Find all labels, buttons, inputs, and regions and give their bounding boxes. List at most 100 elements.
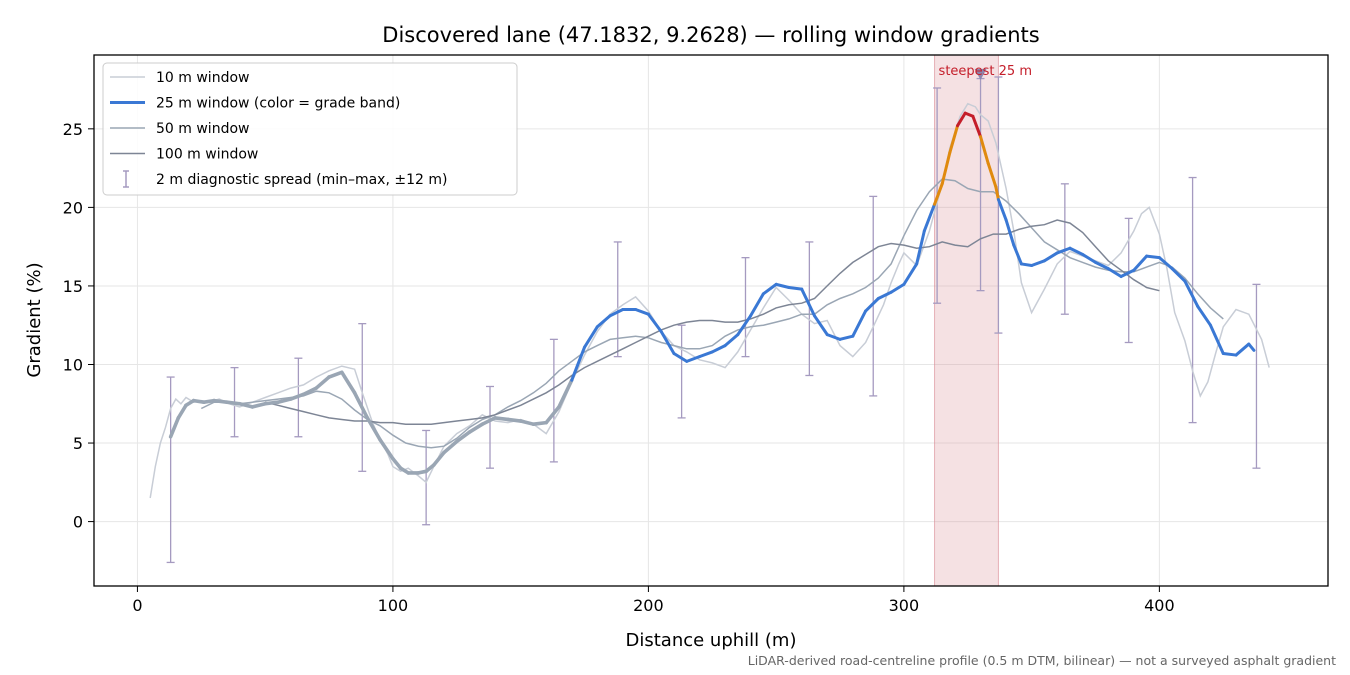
legend-label: 25 m window (color = grade band)	[156, 96, 400, 112]
series-25m-segment	[168, 416, 181, 439]
series-25m-segment	[915, 229, 926, 266]
series-25m-segment	[774, 282, 791, 290]
series-25m-segment	[467, 422, 485, 434]
x-tick-label: 400	[1144, 596, 1175, 615]
series-25m-segment	[1055, 246, 1072, 255]
series-25m-segment	[454, 430, 472, 444]
series-25m-segment	[518, 419, 536, 426]
series-25m-segment	[723, 333, 740, 348]
series-25m-segment	[365, 416, 382, 442]
series-25m-segment	[1068, 246, 1085, 257]
series-25m-segment	[493, 416, 510, 422]
series-25m-segment	[685, 355, 702, 363]
series-25m-segment	[761, 282, 778, 296]
y-tick-label: 15	[63, 277, 83, 296]
series-25m-segment	[301, 386, 319, 397]
series-25m-segment	[672, 351, 689, 363]
x-tick-label: 0	[132, 596, 142, 615]
series-25m-segment	[1042, 251, 1059, 263]
series-25m-segment	[595, 314, 612, 329]
series-25m-segment	[956, 111, 967, 128]
legend-label: 100 m window	[156, 147, 258, 163]
legend-label: 10 m window	[156, 70, 249, 86]
y-tick-label: 5	[73, 434, 83, 453]
x-axis-label: Distance uphill (m)	[626, 630, 797, 651]
series-25m-segment	[1234, 342, 1251, 357]
series-25m-segment	[557, 378, 574, 409]
series-25m-segment	[1132, 254, 1149, 272]
legend-label: 50 m window	[156, 121, 249, 137]
series-25m-segment	[749, 292, 765, 318]
series-25m-segment	[1012, 243, 1023, 266]
series-25m-segment	[352, 390, 370, 420]
series-25m-segment	[544, 405, 561, 425]
series-25m-segment	[864, 297, 880, 313]
series-25m-segment	[608, 308, 625, 318]
series-25m-segment	[1145, 254, 1161, 260]
series-25m-segment	[838, 334, 855, 341]
series-25m-segment	[176, 403, 188, 420]
legend-box	[102, 62, 518, 196]
x-tick-label: 200	[633, 596, 664, 615]
series-25m-segment	[237, 401, 255, 409]
series-25m-segment	[250, 401, 267, 409]
steepest-highlight-band	[934, 54, 999, 587]
x-tick-label: 300	[889, 596, 920, 615]
series-25m-segment	[1183, 279, 1200, 308]
series-25m-segment	[1094, 260, 1110, 271]
series-25m-segment	[889, 282, 906, 294]
series-25m-segment	[710, 344, 727, 354]
series-25m-segment	[634, 308, 650, 316]
highlight-marker	[974, 68, 987, 80]
series-25m-segment	[1170, 267, 1187, 283]
legend-label: 2 m diagnostic spread (min–max, ±12 m)	[156, 172, 447, 188]
series-25m-segment	[391, 456, 403, 470]
series-25m-segment	[1030, 259, 1046, 268]
series-25m-segment	[480, 416, 497, 426]
series-25m-segment	[276, 397, 293, 404]
series-25m-segment	[288, 392, 306, 401]
series-25m-segment	[736, 314, 753, 337]
series-25m-segment	[979, 135, 990, 165]
series-25m-segment	[971, 114, 983, 139]
series-25m-segment	[531, 420, 549, 426]
series-25m-segment	[787, 286, 804, 291]
series-25m-segment	[902, 262, 919, 286]
series-25m-segment	[922, 202, 937, 233]
y-axis: 0 5 10 15 20 25	[63, 120, 94, 532]
footnote: LiDAR-derived road-centreline profile (0…	[748, 653, 1336, 668]
series-25m-segment	[263, 400, 280, 406]
series-25m-segment	[1119, 268, 1136, 279]
series-25m-segment	[1004, 218, 1016, 247]
series-25m-segment	[340, 370, 357, 395]
series-25m-segment	[583, 325, 599, 349]
y-tick-label: 20	[63, 198, 83, 217]
series-25m-segment	[570, 345, 587, 382]
y-axis-label: Gradient (%)	[24, 262, 45, 377]
x-tick-label: 100	[378, 596, 409, 615]
series-25m-segment	[1247, 342, 1256, 352]
series-25m-segment	[948, 124, 960, 154]
x-axis: 0 100 200 300 400	[132, 586, 1175, 615]
series-25m-segment	[1208, 323, 1225, 355]
series-25m-segment	[506, 417, 523, 423]
series-25m-segment	[1221, 351, 1238, 357]
series-25m-segment	[812, 314, 829, 337]
series-25m-segment	[314, 375, 331, 390]
series-25m-segment	[996, 198, 1008, 222]
series-25m-segment	[800, 287, 816, 318]
series-25m-segment	[986, 161, 998, 189]
series-25m-segment	[1019, 262, 1034, 268]
series-50m-line	[200, 178, 1224, 449]
series-25m-segment	[940, 150, 952, 186]
series-25m-segment	[225, 400, 242, 406]
steepest-marker-icon	[974, 68, 987, 80]
series-100m-line	[265, 219, 1160, 425]
series-25m-segment	[1196, 304, 1212, 327]
series-25m-segment	[876, 290, 893, 301]
series-25m-segment	[1106, 267, 1123, 279]
series-25m-segment	[1157, 256, 1174, 271]
series-25m-segment	[442, 439, 459, 455]
chart-title: Discovered lane (47.1832, 9.2628) — roll…	[382, 23, 1039, 47]
